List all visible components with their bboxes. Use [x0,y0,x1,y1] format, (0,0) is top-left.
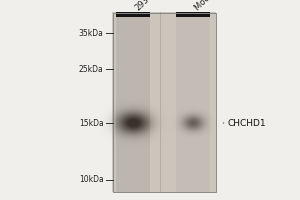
Text: 293T: 293T [134,0,154,12]
Text: CHCHD1: CHCHD1 [227,118,266,128]
Text: 25kDa: 25kDa [79,64,104,73]
Text: 15kDa: 15kDa [79,118,104,128]
Text: Mouse liver: Mouse liver [194,0,234,12]
Text: 10kDa: 10kDa [79,176,104,184]
Bar [112,13,216,192]
Text: 35kDa: 35kDa [79,28,104,38]
